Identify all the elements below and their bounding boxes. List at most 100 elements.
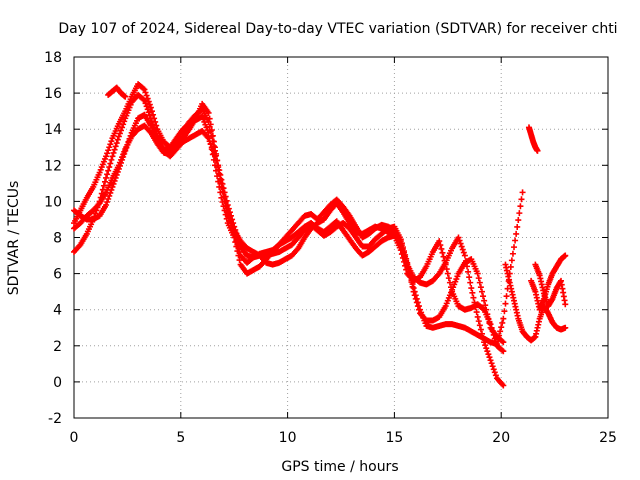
data-point bbox=[116, 130, 123, 137]
data-point bbox=[446, 279, 453, 286]
data-point bbox=[460, 249, 467, 256]
data-point bbox=[117, 127, 124, 134]
data-point bbox=[484, 311, 491, 318]
data-point bbox=[438, 245, 445, 252]
data-point bbox=[213, 150, 220, 157]
data-point bbox=[226, 209, 233, 216]
data-point bbox=[469, 289, 476, 296]
data-point bbox=[403, 258, 410, 265]
data-point bbox=[459, 246, 466, 253]
data-point bbox=[114, 136, 121, 143]
data-point bbox=[122, 93, 129, 100]
data-point bbox=[515, 217, 522, 224]
data-point bbox=[147, 104, 154, 111]
data-point bbox=[110, 149, 117, 156]
data-point bbox=[475, 275, 482, 282]
data-point bbox=[467, 279, 474, 286]
data-point bbox=[142, 100, 149, 107]
data-point bbox=[214, 157, 221, 164]
data-point bbox=[456, 237, 463, 244]
data-point bbox=[508, 257, 515, 264]
data-point bbox=[115, 133, 122, 140]
data-point bbox=[462, 257, 469, 264]
data-point bbox=[509, 250, 516, 257]
data-point bbox=[487, 357, 494, 364]
data-point bbox=[222, 203, 229, 210]
data-point bbox=[113, 140, 120, 147]
y-tick-label: 14 bbox=[44, 122, 62, 138]
data-point bbox=[103, 202, 110, 209]
data-point bbox=[492, 372, 499, 379]
data-point bbox=[471, 299, 478, 306]
data-point bbox=[397, 236, 404, 243]
series-track-d bbox=[71, 100, 507, 389]
y-tick-label: -2 bbox=[48, 411, 62, 427]
data-point bbox=[107, 141, 114, 148]
data-point bbox=[489, 363, 496, 370]
data-point bbox=[103, 153, 110, 160]
data-point bbox=[444, 270, 451, 277]
data-point bbox=[485, 351, 492, 358]
data-point bbox=[218, 183, 225, 190]
data-point bbox=[475, 318, 482, 325]
data-point bbox=[478, 330, 485, 337]
data-point bbox=[401, 252, 408, 259]
data-point bbox=[517, 203, 524, 210]
data-point bbox=[109, 153, 116, 160]
data-point bbox=[106, 144, 113, 151]
data-point bbox=[402, 255, 409, 262]
data-point bbox=[106, 164, 113, 171]
data-point bbox=[106, 192, 113, 199]
data-point bbox=[474, 270, 481, 277]
data-point bbox=[120, 121, 127, 128]
data-point bbox=[500, 315, 507, 322]
data-point bbox=[140, 96, 147, 103]
data-point bbox=[482, 342, 489, 349]
data-point bbox=[100, 182, 107, 189]
data-point bbox=[223, 208, 230, 215]
y-tick-label: 8 bbox=[53, 231, 62, 247]
data-point bbox=[497, 328, 504, 335]
data-point bbox=[474, 313, 481, 320]
data-point bbox=[142, 89, 149, 96]
data-point bbox=[440, 253, 447, 260]
data-point bbox=[236, 257, 243, 264]
data-point bbox=[207, 141, 214, 148]
data-point bbox=[107, 160, 114, 167]
data-point bbox=[498, 324, 505, 331]
data-point bbox=[141, 86, 148, 93]
data-point bbox=[414, 303, 421, 310]
data-point bbox=[512, 237, 519, 244]
data-point bbox=[415, 306, 422, 313]
chart-title: Day 107 of 2024, Sidereal Day-to-day VTE… bbox=[58, 21, 617, 37]
data-point bbox=[534, 147, 541, 154]
series-isolated-cluster bbox=[525, 124, 541, 154]
data-point bbox=[140, 85, 147, 92]
data-point bbox=[518, 196, 525, 203]
data-point bbox=[104, 150, 111, 157]
data-point bbox=[480, 305, 487, 312]
data-point bbox=[500, 382, 507, 389]
data-point bbox=[399, 249, 406, 256]
data-point bbox=[499, 347, 506, 354]
data-point bbox=[146, 101, 153, 108]
y-tick-label: 2 bbox=[53, 339, 62, 355]
series-late-segment-c bbox=[532, 261, 569, 310]
data-point bbox=[480, 334, 487, 341]
y-tick-label: 18 bbox=[44, 50, 62, 66]
data-point bbox=[481, 339, 488, 346]
data-point bbox=[409, 283, 416, 290]
data-point bbox=[108, 138, 115, 145]
x-tick-label: 5 bbox=[176, 430, 185, 446]
data-point bbox=[470, 294, 477, 301]
data-point bbox=[104, 171, 111, 178]
data-point bbox=[105, 195, 112, 202]
data-point bbox=[398, 246, 405, 253]
data-point bbox=[468, 285, 475, 292]
data-point bbox=[516, 210, 523, 217]
data-point bbox=[478, 288, 485, 295]
data-point bbox=[205, 135, 212, 142]
y-tick-label: 12 bbox=[44, 158, 62, 174]
data-point bbox=[486, 320, 493, 327]
